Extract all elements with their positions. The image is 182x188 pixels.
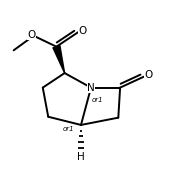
Text: O: O [144,70,153,80]
Polygon shape [53,46,65,73]
Text: O: O [78,26,86,36]
Text: or1: or1 [92,97,104,103]
Text: O: O [28,30,36,40]
Text: H: H [77,152,85,162]
Text: or1: or1 [63,126,74,132]
Text: N: N [87,83,95,93]
